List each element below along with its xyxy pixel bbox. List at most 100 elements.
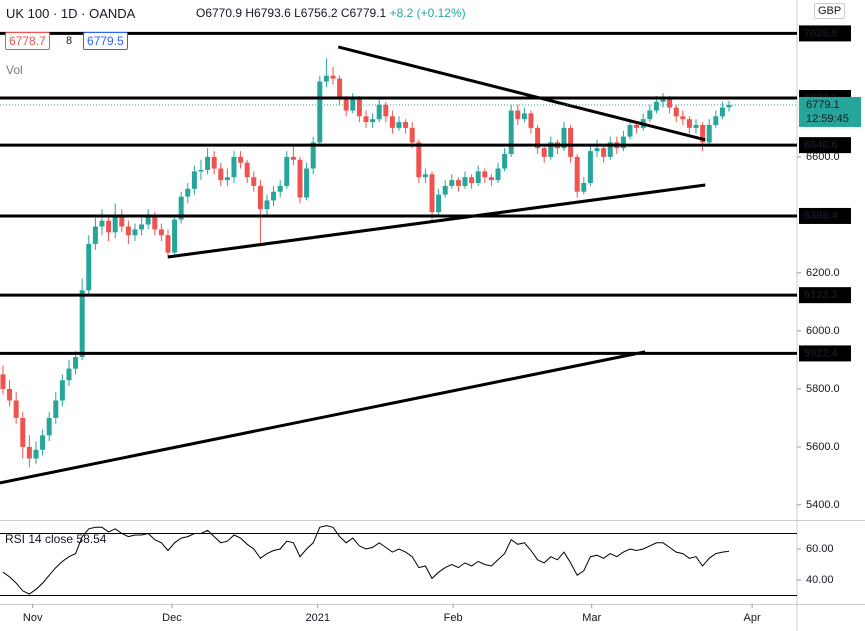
level-label-bg — [799, 345, 851, 362]
candle-body — [264, 200, 270, 210]
candle-body — [7, 388, 13, 401]
candle-body — [680, 116, 686, 120]
symbol[interactable]: UK 100 · 1D · OANDA — [6, 6, 136, 21]
level-label: 7025.8 — [804, 27, 838, 39]
level-label-bg — [799, 207, 851, 224]
candle-body — [290, 156, 296, 160]
candle-body — [337, 78, 343, 100]
candle-body — [277, 185, 283, 192]
candle-body — [700, 124, 706, 143]
spread: 8 — [66, 35, 73, 47]
volume-label: Vol — [6, 63, 23, 77]
candle-body — [20, 417, 26, 447]
candle-body — [323, 75, 329, 82]
y-tick-label: 6600.0 — [806, 151, 840, 163]
y-tick-label: 5600.0 — [806, 441, 840, 453]
candle-body — [502, 153, 508, 169]
candle-body — [495, 168, 501, 181]
candle-body — [568, 127, 574, 157]
candle-body — [40, 435, 46, 450]
candle-body — [297, 159, 303, 198]
candle-body — [238, 156, 244, 163]
rsi-last: 58.54 — [76, 532, 107, 546]
candle-body — [673, 107, 679, 117]
candle-body — [455, 180, 461, 186]
candle-body — [92, 226, 98, 244]
candle-body — [26, 446, 32, 459]
candle-body — [257, 185, 263, 210]
candle-body — [106, 220, 112, 233]
candle-body — [304, 168, 310, 198]
currency[interactable]: GBP — [814, 3, 846, 19]
level-label: 5922.4 — [804, 347, 839, 359]
candle-body — [363, 116, 369, 123]
candle-body — [561, 127, 567, 149]
candle-body — [653, 101, 659, 111]
candle-body — [152, 214, 158, 230]
candle-body — [634, 124, 640, 128]
x-tick-label: Feb — [444, 612, 463, 624]
candle-body — [191, 171, 197, 189]
candle-body — [383, 104, 389, 117]
candle-body — [469, 177, 475, 184]
candle-body — [99, 220, 105, 227]
candle-body — [79, 290, 85, 358]
candle-body — [33, 449, 39, 459]
candle-body — [686, 119, 692, 128]
candle-body — [416, 142, 422, 178]
candle-body — [601, 148, 607, 157]
candle-body — [535, 127, 541, 149]
trendline — [337, 45, 706, 142]
candle-body — [343, 99, 349, 111]
candle-body — [436, 194, 442, 213]
candle-body — [330, 75, 336, 79]
candle-body — [488, 177, 494, 181]
level-label-bg — [799, 287, 851, 304]
candle-body — [0, 374, 6, 389]
candle-body — [13, 400, 19, 418]
candle-body — [719, 107, 725, 117]
candle-body — [178, 196, 184, 220]
open: O6770.9 — [196, 6, 243, 20]
candle-body — [350, 98, 356, 111]
buy-button[interactable]: 6779.5 — [83, 32, 128, 50]
candle-body — [376, 104, 382, 120]
candle-body — [587, 151, 593, 184]
candle-body — [449, 180, 455, 186]
trendline — [167, 183, 706, 259]
candle-body — [244, 162, 250, 178]
x-tick-label: Nov — [23, 612, 43, 624]
candle-body — [132, 229, 138, 236]
candle-body — [442, 185, 448, 195]
x-tick-label: Dec — [162, 612, 182, 624]
last-price-label: 6779.1 — [806, 99, 840, 111]
candle-body — [574, 156, 580, 192]
y-tick-label: 5400.0 — [806, 499, 840, 511]
candle-body — [46, 417, 52, 436]
candle-body — [158, 229, 164, 236]
candle-body — [620, 136, 626, 149]
candle-body — [172, 219, 178, 253]
sell-button[interactable]: 6778.7 — [5, 32, 50, 50]
level-label: 6640.6 — [804, 139, 838, 151]
candle-body — [218, 168, 224, 181]
candle-body — [541, 148, 547, 157]
candle-body — [627, 124, 633, 137]
candle-body — [607, 142, 613, 157]
candle-body — [119, 214, 125, 227]
rsi-tick-label: 40.00 — [806, 574, 834, 586]
candle-body — [66, 368, 72, 381]
candle-body — [317, 81, 323, 143]
y-tick-label: 6000.0 — [806, 325, 840, 337]
candle-body — [548, 142, 554, 157]
candle-body — [284, 156, 290, 186]
candle-body — [73, 357, 79, 369]
candle-body — [693, 124, 699, 128]
candle-body — [396, 122, 402, 128]
y-tick-label: 6200.0 — [806, 267, 840, 279]
candle-body — [667, 98, 673, 108]
candle-body — [224, 177, 230, 181]
candle-body — [713, 116, 719, 125]
